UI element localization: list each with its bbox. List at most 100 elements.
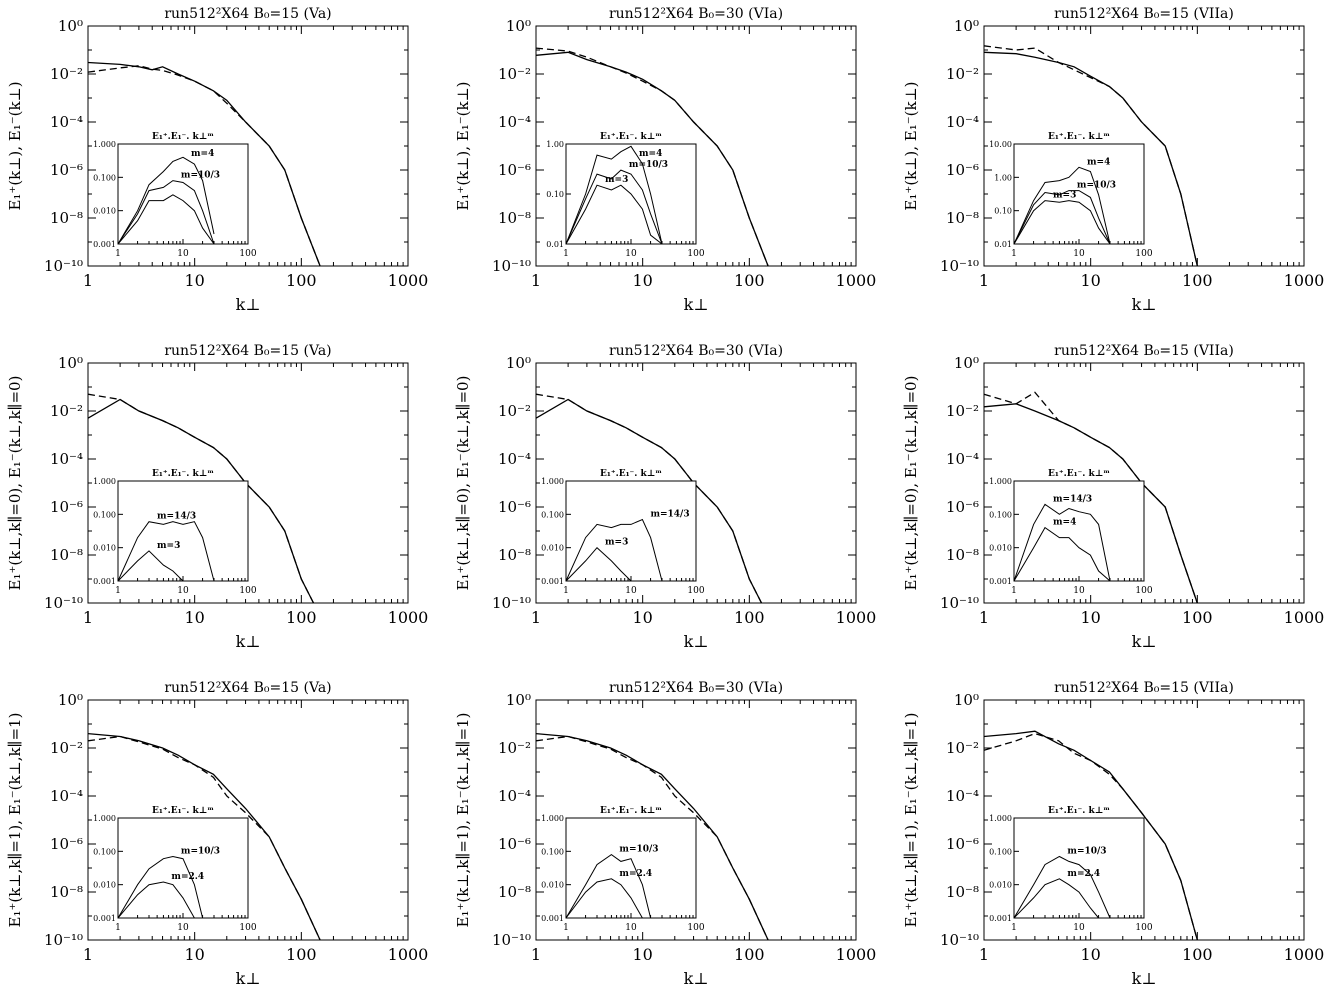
panel-2-1: run512²X64 B₀=15 (Va) 1 10 100 1000 10⁻¹⁰ 10⁻⁸… xyxy=(6,343,428,651)
series-solid-line xyxy=(535,732,769,941)
y-tick-label: 10⁻⁸ xyxy=(50,209,83,227)
inset-y-tick-label: 0.001 xyxy=(93,240,116,249)
inset-x-tick-label: 1 xyxy=(563,586,569,596)
x-tick-label: 1000 xyxy=(836,945,877,964)
x-tick-label: 1000 xyxy=(836,608,877,627)
x-axis-label: k⊥ xyxy=(1132,632,1157,651)
panel-2-3: run512²X64 B₀=15 (VIIa)1 10 100 100010⁻¹⁰10… xyxy=(902,343,1324,651)
x-tick-label: 1000 xyxy=(836,271,877,290)
inset-x-tick-label: 1 xyxy=(115,249,121,259)
inset-y-tick-label: 1.000 xyxy=(93,140,116,149)
inset-series-line xyxy=(117,180,215,245)
inset-y-tick-label: 0.010 xyxy=(541,544,564,553)
inset-frame xyxy=(565,817,697,919)
series-dashed-line xyxy=(983,732,1198,941)
y-axis-label: E₁⁺(k⊥), E₁⁻(k⊥) xyxy=(454,81,472,210)
x-tick-label: 1000 xyxy=(1284,271,1325,290)
y-tick-label: 10⁻⁸ xyxy=(50,546,83,564)
inset-series-line xyxy=(565,184,663,245)
series-dashed-line xyxy=(535,47,769,267)
inset-y-tick-label: 0.100 xyxy=(541,847,564,856)
inset-series-label: m=2.4 xyxy=(171,872,204,882)
inset-plot: E₁⁺.E₁⁻. k⊥ᵐ 1 10 100 0.001 0.010 0.100 1.000 m=… xyxy=(541,806,705,933)
inset-x-tick-label: 100 xyxy=(1135,923,1152,933)
y-tick-label: 10⁰ xyxy=(58,354,83,372)
y-tick-label: 10⁻² xyxy=(498,65,531,83)
inset-plot: E₁⁺.E₁⁻. k⊥ᵐ 1 10 100 0.001 0.010 0.100 1.000 m=… xyxy=(93,132,257,259)
inset-title: E₁⁺.E₁⁻. k⊥ᵐ xyxy=(600,806,662,816)
inset-y-tick-label: 0.01 xyxy=(994,240,1012,249)
inset-x-tick-label: 1 xyxy=(563,249,569,259)
inset-series-label: m=10/3 xyxy=(181,171,220,181)
inset-x-tick-label: 100 xyxy=(239,249,256,259)
inset-x-tick-label: 1 xyxy=(1011,249,1017,259)
inset-series-line xyxy=(1013,190,1111,245)
inset-plot: E₁⁺.E₁⁻. k⊥ᵐ 1 10 100 0.001 0.010 0.100 1.000 m=… xyxy=(541,469,705,596)
y-tick-label: 10⁻⁶ xyxy=(50,835,83,853)
panel-title: run512²X64 B₀=15 (Va) xyxy=(164,343,331,359)
panel-2-2: run512²X64 B₀=30 (VIa) 1 10 100 1000 10⁻¹⁰ 10⁻… xyxy=(454,343,876,651)
x-axis-label: k⊥ xyxy=(236,969,261,988)
inset-x-tick-label: 100 xyxy=(687,923,704,933)
inset-x-tick-label: 100 xyxy=(239,586,256,596)
inset-series-label: m=3 xyxy=(157,541,180,551)
x-tick-label: 10 xyxy=(1080,608,1100,627)
series-solid-line xyxy=(87,732,321,941)
inset-series-line xyxy=(565,518,663,582)
panel-1-1: run512²X64 B₀=15 (Va) 1 10 100 1000 10⁻¹⁰ 10⁻⁸… xyxy=(6,6,428,314)
y-tick-label: 10⁻⁴ xyxy=(50,113,83,131)
y-axis-label: E₁⁺(k⊥), E₁⁻(k⊥) xyxy=(6,81,24,210)
inset-y-tick-label: 0.001 xyxy=(93,577,116,586)
inset-series-label: m=4 xyxy=(1087,157,1110,167)
x-tick-label: 10 xyxy=(184,271,204,290)
inset-x-tick-label: 1 xyxy=(115,923,121,933)
x-tick-label: 1 xyxy=(979,271,989,290)
inset-y-tick-label: 0.100 xyxy=(93,510,116,519)
y-tick-label: 10⁻⁴ xyxy=(50,787,83,805)
inset-series-line xyxy=(117,156,215,245)
y-tick-label: 10⁻⁶ xyxy=(498,161,531,179)
x-tick-label: 10 xyxy=(1080,945,1100,964)
y-tick-label: 10⁻⁶ xyxy=(498,835,531,853)
inset-x-tick-label: 10 xyxy=(625,923,637,933)
y-tick-label: 10⁻² xyxy=(946,739,979,757)
inset-series-label: m=14/3 xyxy=(157,512,196,522)
y-tick-label: 10⁻⁸ xyxy=(50,883,83,901)
inset-series-line xyxy=(117,521,215,582)
inset-series-line xyxy=(565,145,663,245)
x-tick-label: 10 xyxy=(632,945,652,964)
inset-y-tick-label: 0.001 xyxy=(541,577,564,586)
x-tick-label: 100 xyxy=(286,945,317,964)
inset-plot: E₁⁺.E₁⁻. k⊥ᵐ 1 10 100 0.001 0.010 0.100 1.000 m=… xyxy=(93,806,257,933)
inset-y-tick-label: 1.000 xyxy=(541,477,564,486)
inset-y-tick-label: 1.000 xyxy=(93,477,116,486)
inset-series-line xyxy=(1013,200,1111,245)
inset-series-line xyxy=(117,194,215,245)
inset-x-tick-label: 10 xyxy=(1073,923,1085,933)
inset-y-tick-label: 0.001 xyxy=(989,914,1012,923)
y-tick-label: 10⁻⁶ xyxy=(946,161,979,179)
series-dashed-line xyxy=(87,735,321,941)
panel-title: run512²X64 B₀=30 (VIa) xyxy=(609,343,783,359)
inset-frame xyxy=(1013,480,1145,582)
x-tick-label: 10 xyxy=(184,945,204,964)
y-tick-label: 10⁻² xyxy=(50,402,83,420)
panel-title: run512²X64 B₀=15 (Va) xyxy=(164,680,331,696)
series-dashed-line xyxy=(535,735,769,941)
inset-series-label: m=4 xyxy=(639,149,662,159)
y-tick-label: 10⁻⁸ xyxy=(946,883,979,901)
inset-series-label: m=10/3 xyxy=(629,160,668,170)
inset-series-label: m=10/3 xyxy=(181,846,220,856)
y-axis-label: E₁⁺(k⊥,k∥=0), E₁⁻(k⊥,k∥=0) xyxy=(902,376,920,591)
inset-x-tick-label: 10 xyxy=(625,249,637,259)
y-tick-label: 10⁻¹⁰ xyxy=(940,594,979,612)
y-tick-label: 10⁻⁴ xyxy=(498,787,531,805)
inset-y-tick-label: 1.000 xyxy=(541,814,564,823)
inset-series-label: m=10/3 xyxy=(1067,846,1106,856)
inset-x-tick-label: 100 xyxy=(687,586,704,596)
x-tick-label: 100 xyxy=(1182,608,1213,627)
inset-y-tick-label: 0.010 xyxy=(541,881,564,890)
x-tick-label: 100 xyxy=(734,608,765,627)
inset-frame xyxy=(117,143,249,245)
